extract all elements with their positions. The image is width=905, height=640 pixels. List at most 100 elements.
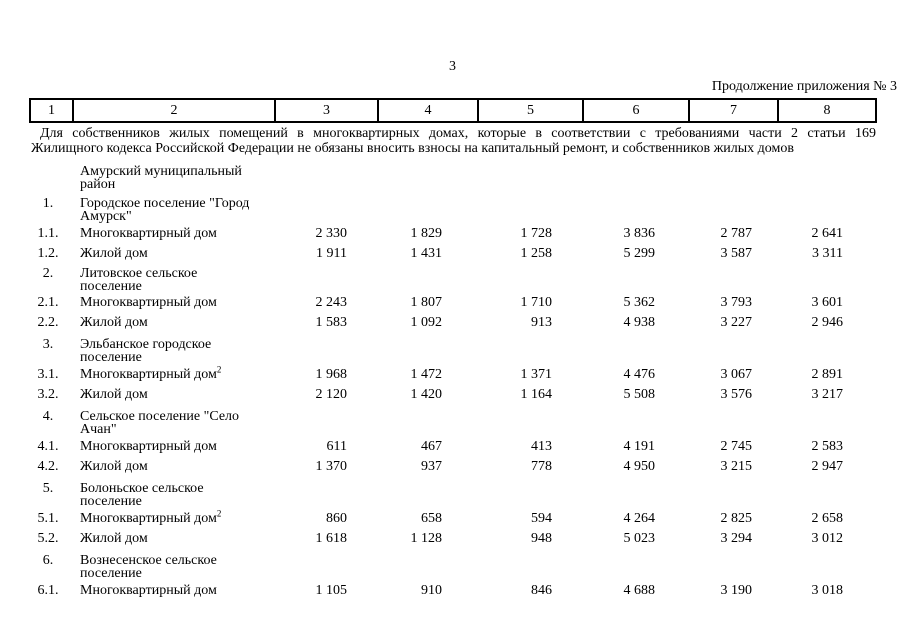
value-col-5: 948	[531, 531, 552, 546]
footnote-marker: 2	[216, 508, 222, 519]
value-col-7: 3 294	[720, 531, 753, 546]
row-label: Городское поселение "Город Амурск"	[80, 196, 250, 224]
column-header-4: 4	[377, 98, 479, 123]
value-col-6: 4 950	[623, 459, 656, 474]
column-header-6: 6	[582, 98, 690, 123]
value-col-3: 1 370	[315, 459, 348, 474]
value-col-8: 2 946	[811, 315, 844, 330]
value-col-5: 1 258	[520, 246, 553, 261]
row-label: Жилой дом	[80, 459, 148, 474]
value-col-8: 3 601	[811, 295, 844, 310]
value-col-7: 2 825	[720, 511, 753, 526]
row-label: Многоквартирный дом2	[80, 508, 222, 526]
value-col-3: 2 243	[315, 295, 348, 310]
value-col-3: 1 911	[316, 246, 347, 261]
row-number: 3.1.	[37, 367, 59, 382]
value-col-4: 1 807	[410, 295, 443, 310]
value-col-6: 5 362	[623, 295, 656, 310]
value-col-6: 5 023	[623, 531, 656, 546]
value-col-4: 937	[421, 459, 442, 474]
value-col-6: 3 836	[623, 226, 656, 241]
footnote-marker: 2	[216, 364, 222, 375]
value-col-3: 1 618	[315, 531, 348, 546]
row-number: 3.2.	[37, 387, 59, 402]
row-label: Жилой дом	[80, 387, 148, 402]
value-col-8: 3 311	[812, 246, 843, 261]
row-label: Многоквартирный дом	[80, 226, 217, 241]
row-number: 5.	[42, 481, 54, 496]
value-col-5: 594	[531, 511, 552, 526]
value-col-5: 1 728	[520, 226, 553, 241]
column-header-1: 1	[29, 98, 74, 123]
value-col-7: 3 215	[720, 459, 753, 474]
value-col-6: 4 688	[623, 583, 656, 598]
row-label: Сельское поселение "Село Ачан"	[80, 409, 240, 437]
row-label: Многоквартирный дом	[80, 439, 217, 454]
value-col-7: 2 787	[720, 226, 753, 241]
value-col-3: 860	[326, 511, 347, 526]
value-col-5: 1 164	[520, 387, 553, 402]
intro-paragraph-line: Жилищного кодекса Российской Федерации н…	[31, 141, 794, 156]
intro-paragraph: Для собственников жилых помещений в мног…	[31, 126, 876, 156]
value-col-4: 1 431	[410, 246, 443, 261]
row-label: Многоквартирный дом2	[80, 364, 222, 382]
row-number: 1.2.	[37, 246, 59, 261]
row-label: Многоквартирный дом	[80, 295, 217, 310]
value-col-8: 2 658	[811, 511, 844, 526]
value-col-5: 1 710	[520, 295, 553, 310]
column-numbers-row: 1 2 3 4 5 6 7 8	[29, 98, 877, 123]
value-col-4: 1 472	[410, 367, 443, 382]
value-col-7: 3 190	[720, 583, 753, 598]
row-number: 6.	[42, 553, 54, 568]
row-number: 2.	[42, 266, 54, 281]
value-col-8: 3 018	[811, 583, 844, 598]
value-col-8: 2 583	[811, 439, 844, 454]
value-col-5: 846	[531, 583, 552, 598]
value-col-7: 3 067	[720, 367, 753, 382]
row-label: Жилой дом	[80, 531, 148, 546]
value-col-7: 3 576	[720, 387, 753, 402]
value-col-6: 4 264	[623, 511, 656, 526]
value-col-6: 5 299	[623, 246, 656, 261]
value-col-8: 3 012	[811, 531, 844, 546]
value-col-7: 3 227	[720, 315, 753, 330]
row-number: 4.2.	[37, 459, 59, 474]
value-col-4: 658	[421, 511, 442, 526]
column-header-3: 3	[274, 98, 379, 123]
value-col-7: 3 587	[720, 246, 753, 261]
table-header-row: 1 2 3 4 5 6 7 8	[29, 98, 877, 123]
continuation-note: Продолжение приложения № 3	[711, 79, 897, 94]
value-col-4: 1 092	[410, 315, 443, 330]
column-header-8: 8	[777, 98, 877, 123]
value-col-5: 778	[531, 459, 552, 474]
row-number: 6.1.	[37, 583, 59, 598]
value-col-7: 3 793	[720, 295, 753, 310]
value-col-5: 413	[531, 439, 552, 454]
row-number: 5.2.	[37, 531, 59, 546]
row-number: 1.1.	[37, 226, 59, 241]
value-col-8: 2 947	[811, 459, 844, 474]
value-col-8: 3 217	[811, 387, 844, 402]
column-header-2: 2	[72, 98, 276, 123]
row-label: Вознесенское сельское поселение	[80, 553, 217, 581]
value-col-4: 467	[421, 439, 442, 454]
value-col-6: 5 508	[623, 387, 656, 402]
row-number: 3.	[42, 337, 54, 352]
value-col-8: 2 641	[811, 226, 844, 241]
value-col-4: 1 128	[410, 531, 443, 546]
row-label: Болоньское сельское поселение	[80, 481, 204, 509]
row-label: Жилой дом	[80, 246, 148, 261]
row-label: Амурский муниципальный район	[80, 164, 242, 192]
row-number: 4.	[42, 409, 54, 424]
value-col-6: 4 938	[623, 315, 656, 330]
column-header-5: 5	[477, 98, 584, 123]
row-label: Многоквартирный дом	[80, 583, 217, 598]
value-col-5: 913	[531, 315, 552, 330]
value-col-8: 2 891	[811, 367, 844, 382]
value-col-3: 2 330	[315, 226, 348, 241]
value-col-3: 611	[326, 439, 347, 454]
column-header-7: 7	[688, 98, 779, 123]
row-number: 1.	[42, 196, 54, 211]
value-col-7: 2 745	[720, 439, 753, 454]
